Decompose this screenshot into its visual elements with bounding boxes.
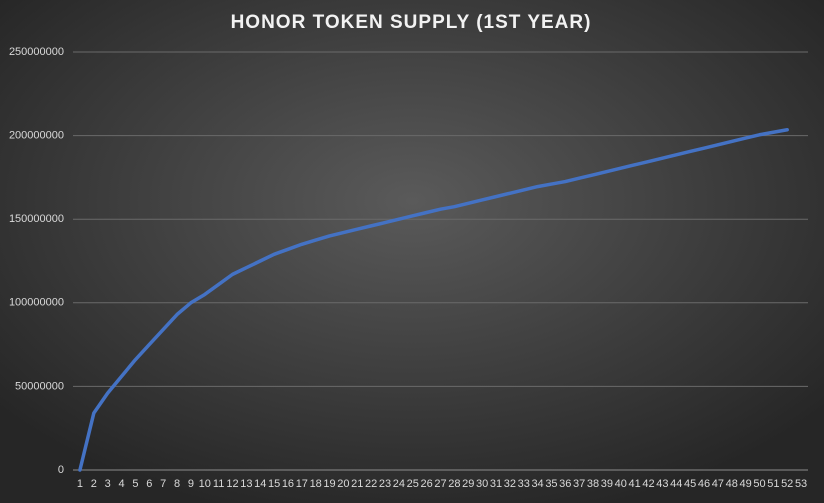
x-tick-label: 36 xyxy=(559,478,571,490)
x-tick-label: 38 xyxy=(587,478,599,490)
x-tick-label: 4 xyxy=(118,478,124,490)
x-tick-label: 16 xyxy=(282,478,294,490)
x-tick-label: 2 xyxy=(91,478,97,490)
y-tick-label: 0 xyxy=(58,464,64,476)
x-tick-label: 30 xyxy=(476,478,488,490)
x-tick-label: 31 xyxy=(490,478,502,490)
x-tick-label: 37 xyxy=(573,478,585,490)
x-tick-label: 6 xyxy=(146,478,152,490)
x-tick-label: 40 xyxy=(615,478,627,490)
x-tick-label: 9 xyxy=(188,478,194,490)
x-tick-label: 47 xyxy=(712,478,724,490)
y-tick-label: 150000000 xyxy=(9,213,64,225)
x-tick-label: 15 xyxy=(268,478,280,490)
x-tick-label: 44 xyxy=(670,478,682,490)
y-tick-label: 250000000 xyxy=(9,46,64,58)
x-tick-label: 26 xyxy=(421,478,433,490)
x-tick-label: 11 xyxy=(213,478,224,490)
x-tick-label: 13 xyxy=(240,478,252,490)
x-tick-label: 45 xyxy=(684,478,696,490)
chart-title: HONOR TOKEN SUPPLY (1ST YEAR) xyxy=(231,12,592,33)
x-tick-label: 20 xyxy=(337,478,349,490)
x-tick-label: 53 xyxy=(795,478,807,490)
x-tick-label: 41 xyxy=(629,478,641,490)
x-tick-label: 28 xyxy=(448,478,460,490)
x-tick-label: 17 xyxy=(296,478,308,490)
x-tick-label: 32 xyxy=(504,478,516,490)
x-tick-label: 50 xyxy=(753,478,765,490)
x-tick-label: 46 xyxy=(698,478,710,490)
x-tick-label: 42 xyxy=(642,478,654,490)
x-tick-label: 10 xyxy=(199,478,211,490)
x-tick-label: 19 xyxy=(323,478,335,490)
x-tick-label: 35 xyxy=(545,478,557,490)
x-tick-label: 7 xyxy=(160,478,166,490)
x-tick-label: 24 xyxy=(393,478,405,490)
x-tick-label: 1 xyxy=(77,478,83,490)
x-tick-label: 14 xyxy=(254,478,266,490)
x-tick-label: 5 xyxy=(132,478,138,490)
x-tick-label: 48 xyxy=(726,478,738,490)
x-tick-label: 43 xyxy=(656,478,668,490)
line-series xyxy=(78,127,789,472)
x-tick-label: 49 xyxy=(739,478,751,490)
x-tick-label: 22 xyxy=(365,478,377,490)
x-tick-label: 3 xyxy=(105,478,111,490)
x-tick-label: 25 xyxy=(407,478,419,490)
x-tick-label: 34 xyxy=(531,478,543,490)
x-tick-label: 18 xyxy=(310,478,322,490)
x-tick-label: 33 xyxy=(518,478,530,490)
y-tick-label: 100000000 xyxy=(9,297,64,309)
x-tick-label: 12 xyxy=(226,478,238,490)
x-tick-label: 39 xyxy=(601,478,613,490)
y-tick-label: 200000000 xyxy=(9,130,64,142)
x-tick-label: 21 xyxy=(351,478,363,490)
y-tick-label: 50000000 xyxy=(15,380,64,392)
x-tick-label: 8 xyxy=(174,478,180,490)
x-tick-label: 23 xyxy=(379,478,391,490)
x-tick-label: 51 xyxy=(767,478,779,490)
x-tick-label: 52 xyxy=(781,478,793,490)
x-tick-label: 29 xyxy=(462,478,474,490)
x-tick-label: 27 xyxy=(434,478,446,490)
